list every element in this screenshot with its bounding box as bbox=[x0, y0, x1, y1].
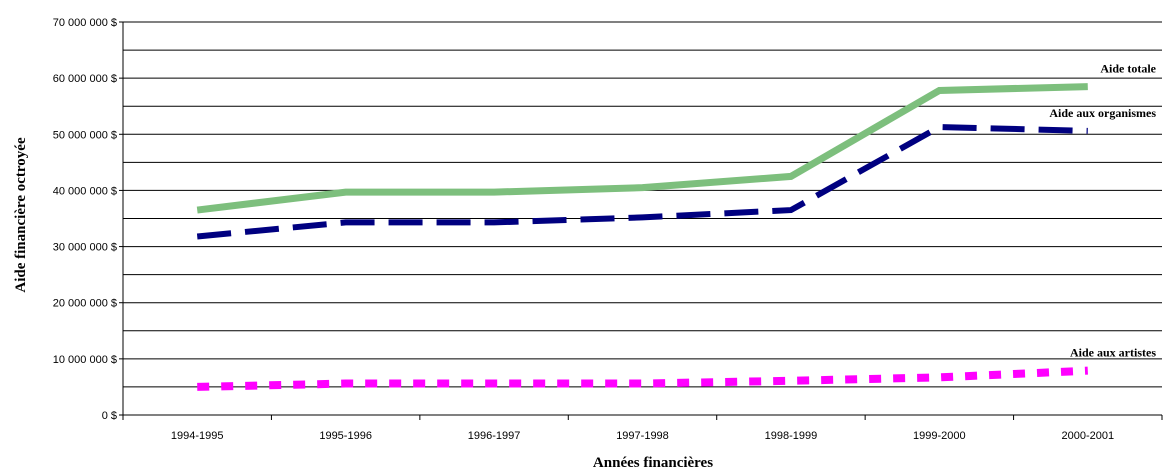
x-tick-label: 1999-2000 bbox=[913, 430, 966, 442]
series-label-2: Aide aux artistes bbox=[1070, 346, 1156, 360]
series-label-1: Aide aux organismes bbox=[1049, 106, 1156, 120]
y-tick-label: 40 000 000 $ bbox=[53, 185, 117, 197]
x-tick-label: 1996-1997 bbox=[468, 430, 521, 442]
y-tick-label: 0 $ bbox=[102, 410, 117, 422]
x-tick-label: 1998-1999 bbox=[765, 430, 818, 442]
x-tick-labels: 1994-1995 1995-1996 1996-1997 1997-1998 1998… bbox=[171, 430, 1114, 442]
x-tick-label: 1995-1996 bbox=[319, 430, 372, 442]
x-axis-title: Années financières bbox=[593, 455, 713, 471]
series-line-1 bbox=[196, 123, 1088, 240]
series-line-2 bbox=[197, 366, 1088, 391]
series-labels: Aide totale Aide aux organismes Aide aux a… bbox=[1049, 62, 1156, 360]
y-tick-labels: 0 $ 10 000 000 $ 20 000 000 $ 30 000 000 $ 4… bbox=[53, 17, 117, 422]
y-axis-title: Aide financière octroyée bbox=[13, 137, 29, 293]
series-label-0: Aide totale bbox=[1100, 62, 1156, 76]
y-tick-label: 10 000 000 $ bbox=[53, 354, 117, 366]
x-tick-label: 1994-1995 bbox=[171, 430, 224, 442]
y-tick-label: 20 000 000 $ bbox=[53, 298, 117, 310]
y-tick-label: 30 000 000 $ bbox=[53, 242, 117, 254]
y-tick-label: 70 000 000 $ bbox=[53, 17, 117, 29]
x-tick-label: 2000-2001 bbox=[1061, 430, 1114, 442]
series-line-0 bbox=[196, 83, 1088, 214]
y-tick-label: 60 000 000 $ bbox=[53, 73, 117, 85]
axes bbox=[119, 21, 1163, 420]
series-lines bbox=[196, 83, 1088, 391]
x-tick-label: 1997-1998 bbox=[616, 430, 669, 442]
y-tick-label: 50 000 000 $ bbox=[53, 129, 117, 141]
gridlines bbox=[123, 21, 1162, 388]
